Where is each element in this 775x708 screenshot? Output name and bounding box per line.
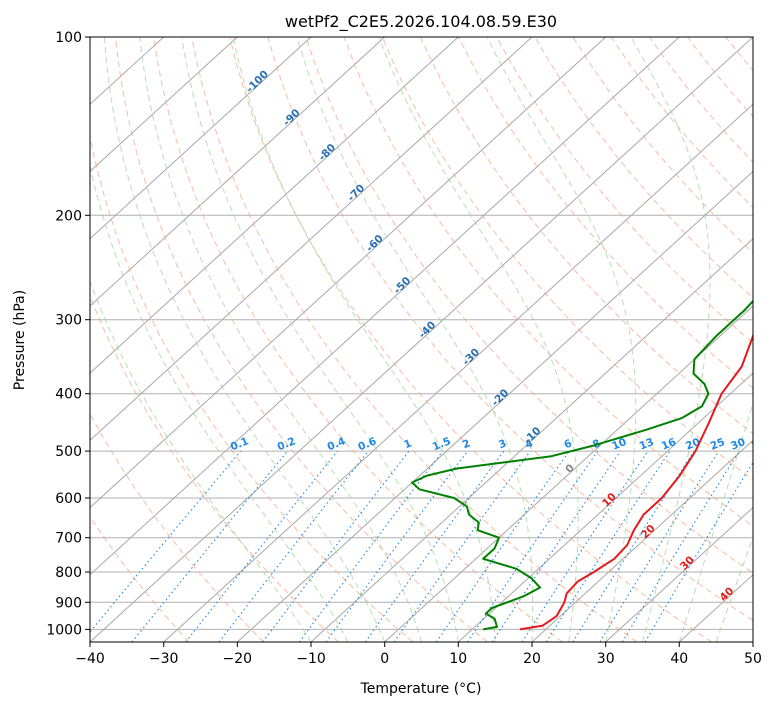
y-tick-label: 300 bbox=[55, 313, 82, 329]
mixing-ratio-label: 1 bbox=[402, 437, 413, 451]
dry-adiabat bbox=[764, 37, 775, 642]
isotherm--100 bbox=[90, 37, 312, 240]
moist-adiabat bbox=[103, 37, 386, 642]
moist-adiabat bbox=[139, 37, 422, 642]
isotherm-10 bbox=[457, 372, 753, 642]
dry-adiabat bbox=[534, 37, 753, 299]
y-tick-label: 100 bbox=[55, 30, 82, 46]
dry-adiabat bbox=[90, 412, 264, 642]
isotherm--90 bbox=[90, 37, 386, 307]
mixing-ratio-label: 16 bbox=[660, 436, 678, 453]
mixing-ratio-label: 13 bbox=[638, 436, 656, 453]
y-axis-title: Pressure (hPa) bbox=[12, 290, 28, 390]
isotherm--10 bbox=[310, 237, 753, 642]
mixing-ratio-line bbox=[491, 450, 621, 642]
isopleth-labels: 0.1 0.2 0.4 0.6 1 1.5 2 3 4 6 8 10 13 16 20 25 30 36-100-… bbox=[229, 68, 768, 604]
y-tick-label: 900 bbox=[55, 595, 82, 611]
moist-adiabat bbox=[378, 37, 579, 642]
x-tick-label: −20 bbox=[223, 651, 253, 667]
x-tick-label: 40 bbox=[670, 651, 688, 667]
mixing-ratio-label: 30 bbox=[729, 436, 747, 453]
dry-adiabat bbox=[191, 37, 638, 642]
mixing-ratio-line bbox=[393, 450, 531, 642]
dry-adiabat bbox=[153, 37, 563, 642]
x-tick-label: −30 bbox=[149, 651, 179, 667]
moist-adiabat bbox=[90, 163, 349, 642]
x-tick-label: −40 bbox=[75, 651, 105, 667]
moist-adiabat bbox=[678, 401, 753, 642]
chart-title: wetPf2_C2E5.2026.104.08.59.E30 bbox=[285, 12, 557, 32]
mixing-ratio-line bbox=[572, 450, 695, 642]
moist-adiabat bbox=[181, 37, 459, 642]
isotherm--60 bbox=[90, 37, 607, 509]
mixing-ratio-label: 6 bbox=[562, 437, 573, 451]
x-tick-label: 50 bbox=[744, 651, 762, 667]
dry-adiabat bbox=[114, 37, 488, 642]
moist-adiabat bbox=[90, 279, 312, 642]
mixing-ratio-line bbox=[545, 450, 671, 642]
dry-adiabat bbox=[90, 515, 190, 642]
x-tick-label: 20 bbox=[523, 651, 541, 667]
y-tick-label: 400 bbox=[55, 387, 82, 403]
mixing-ratio-label: 3 bbox=[497, 437, 508, 451]
mixing-ratio-line bbox=[185, 450, 339, 642]
isotherm--20 bbox=[236, 170, 753, 642]
plot-frame bbox=[89, 36, 754, 643]
dry-adiabat bbox=[90, 133, 414, 642]
temperature-line bbox=[519, 332, 753, 631]
dry-adiabat bbox=[90, 294, 339, 642]
y-tick-label: 500 bbox=[55, 444, 82, 460]
isotherm--40 bbox=[90, 37, 753, 642]
isotherm--70 bbox=[90, 37, 533, 442]
dry-adiabat bbox=[305, 37, 753, 574]
moist-adiabat bbox=[715, 535, 753, 642]
axes: −40 −30 −20 −10 0 10 20 30 40 50 100 200 300 400 500 60… bbox=[46, 30, 762, 667]
x-tick-label: 0 bbox=[380, 651, 389, 667]
y-tick-label: 200 bbox=[55, 208, 82, 224]
isotherm-20 bbox=[531, 439, 753, 642]
y-tick-label: 700 bbox=[55, 531, 82, 547]
isotherm-0 bbox=[384, 305, 753, 642]
isotherm-50 bbox=[752, 641, 753, 642]
mixing-ratio-label: 36 bbox=[750, 436, 768, 453]
dewpoint-line bbox=[411, 299, 753, 631]
dry-adiabat bbox=[420, 37, 753, 435]
mixing-ratio-line bbox=[521, 450, 649, 642]
background-lines bbox=[90, 37, 775, 642]
dry-adiabat bbox=[343, 37, 753, 527]
x-tick-label: −10 bbox=[296, 651, 326, 667]
mixing-ratio-line bbox=[621, 450, 740, 642]
isotherm--30 bbox=[163, 103, 753, 642]
dry-adiabat bbox=[496, 37, 753, 344]
isotherm-30 bbox=[605, 506, 753, 642]
mixing-ratio-line bbox=[435, 450, 570, 642]
isotherm--110 bbox=[90, 37, 238, 173]
dry-adiabat bbox=[381, 37, 753, 481]
mixing-ratio-line bbox=[467, 450, 599, 642]
x-axis-title: Temperature (°C) bbox=[360, 681, 482, 697]
isotherm--50 bbox=[90, 37, 680, 576]
mixing-ratio-label: 4 bbox=[524, 437, 535, 451]
mixing-ratio-line bbox=[131, 450, 289, 642]
mixing-ratio-line bbox=[644, 461, 753, 642]
moist-adiabat bbox=[630, 37, 711, 642]
dry-adiabat bbox=[229, 37, 712, 642]
x-tick-label: 10 bbox=[449, 651, 467, 667]
dry-adiabat bbox=[267, 37, 753, 622]
moist-adiabat bbox=[232, 37, 496, 642]
mixing-ratio-label: 25 bbox=[709, 436, 727, 453]
moist-adiabat bbox=[486, 37, 637, 642]
y-tick-label: 600 bbox=[55, 491, 82, 507]
mixing-ratio-line bbox=[599, 450, 720, 642]
mixing-ratio-label: 2 bbox=[461, 437, 472, 451]
mixing-ratio-line bbox=[262, 450, 410, 642]
y-tick-label: 800 bbox=[55, 565, 82, 581]
y-tick-label: 1000 bbox=[46, 622, 82, 638]
x-tick-label: 30 bbox=[597, 651, 615, 667]
moist-adiabat bbox=[296, 37, 534, 642]
profile-lines bbox=[411, 299, 753, 631]
isotherm--80 bbox=[90, 37, 459, 374]
dry-adiabat bbox=[458, 37, 753, 389]
